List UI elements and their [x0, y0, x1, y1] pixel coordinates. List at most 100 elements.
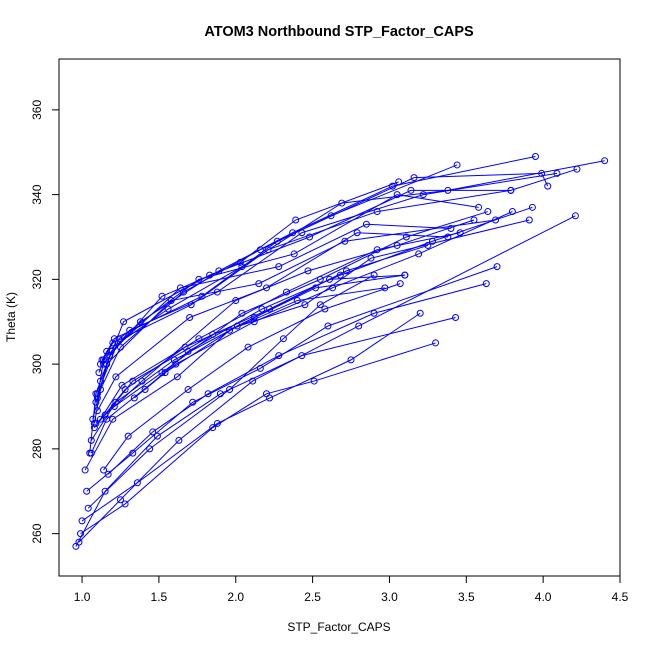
- data-point: [146, 445, 154, 453]
- data-point: [98, 356, 106, 364]
- data-point: [100, 466, 108, 474]
- data-point: [336, 271, 344, 279]
- data-point: [528, 203, 536, 211]
- data-point: [312, 284, 320, 292]
- series-path: [103, 283, 401, 471]
- series-line: [81, 284, 389, 474]
- data-point: [175, 436, 183, 444]
- data-point: [262, 284, 270, 292]
- data-point: [353, 229, 361, 237]
- data-point: [338, 199, 346, 207]
- data-point: [329, 284, 337, 292]
- data-point: [138, 377, 146, 385]
- data-point: [410, 174, 418, 182]
- x-tick-label: 4.5: [612, 590, 629, 604]
- data-point: [95, 369, 103, 377]
- data-point: [601, 157, 609, 165]
- x-axis-label: STP_Factor_CAPS: [287, 620, 390, 634]
- series-path: [95, 223, 451, 403]
- data-point: [120, 318, 128, 326]
- data-point: [167, 297, 175, 305]
- data-point: [153, 432, 161, 440]
- data-point: [282, 288, 290, 296]
- data-point: [256, 246, 264, 254]
- series-line: [96, 186, 515, 385]
- data-point: [158, 292, 166, 300]
- data-point: [571, 212, 579, 220]
- data-point: [367, 254, 375, 262]
- data-point: [428, 237, 436, 245]
- data-point: [373, 208, 381, 216]
- series-path: [84, 287, 385, 471]
- y-tick-label: 300: [30, 354, 44, 374]
- data-point: [342, 267, 350, 275]
- series-line: [141, 203, 536, 394]
- data-point: [116, 496, 124, 504]
- data-point: [266, 394, 274, 402]
- data-point: [104, 470, 112, 478]
- data-point: [81, 466, 89, 474]
- chart-title: ATOM3 Northbound STP_Factor_CAPS: [204, 24, 474, 40]
- data-point: [96, 377, 104, 385]
- data-point: [507, 186, 515, 194]
- data-point: [316, 301, 324, 309]
- data-point: [107, 347, 115, 355]
- data-point: [249, 377, 257, 385]
- series-line: [92, 216, 478, 427]
- data-point: [93, 407, 101, 415]
- series-line: [93, 229, 452, 415]
- series-line: [78, 309, 424, 525]
- series-line: [84, 271, 378, 512]
- series-path: [100, 189, 511, 382]
- data-point: [133, 479, 141, 487]
- data-point: [416, 309, 424, 317]
- series-path: [80, 342, 436, 535]
- data-point: [184, 347, 192, 355]
- data-point: [115, 335, 123, 343]
- x-tick-label: 2.5: [304, 590, 321, 604]
- y-axis: 260 280 300 320 340 360: [30, 100, 60, 544]
- data-point: [292, 216, 300, 224]
- data-point: [141, 386, 149, 394]
- data-point: [173, 373, 181, 381]
- series-path: [81, 312, 421, 522]
- data-point: [419, 191, 427, 199]
- data-point: [121, 500, 129, 508]
- y-tick-label: 360: [30, 100, 44, 120]
- data-point: [124, 432, 132, 440]
- data-point: [258, 305, 266, 313]
- x-axis: 1.0 1.5 2.0 2.5 3.0 3.5 4.0 4.5: [74, 575, 629, 604]
- data-point: [544, 182, 552, 190]
- data-point: [78, 517, 86, 525]
- series-layer: [72, 152, 609, 550]
- data-point: [401, 271, 409, 279]
- data-point: [195, 335, 203, 343]
- data-point: [573, 165, 581, 173]
- data-point: [538, 169, 546, 177]
- data-point: [164, 305, 172, 313]
- data-point: [393, 191, 401, 199]
- data-point: [195, 275, 203, 283]
- y-tick-label: 340: [30, 184, 44, 204]
- data-point: [452, 314, 460, 321]
- y-tick-label: 280: [30, 439, 44, 459]
- data-point: [103, 360, 111, 368]
- data-point: [121, 386, 129, 394]
- data-point: [232, 297, 240, 305]
- data-point: [198, 292, 206, 300]
- data-point: [484, 208, 492, 216]
- data-point: [306, 233, 314, 241]
- series-path: [78, 215, 576, 543]
- data-point: [321, 305, 329, 313]
- data-point: [184, 386, 192, 394]
- data-point: [130, 394, 138, 402]
- data-point: [301, 301, 309, 309]
- data-point: [341, 237, 349, 245]
- series-path: [89, 181, 399, 454]
- series-path: [75, 317, 456, 547]
- data-point: [90, 424, 98, 432]
- data-point: [304, 267, 312, 275]
- x-tick-label: 4.0: [535, 590, 552, 604]
- data-point: [310, 377, 318, 385]
- data-point: [75, 538, 83, 546]
